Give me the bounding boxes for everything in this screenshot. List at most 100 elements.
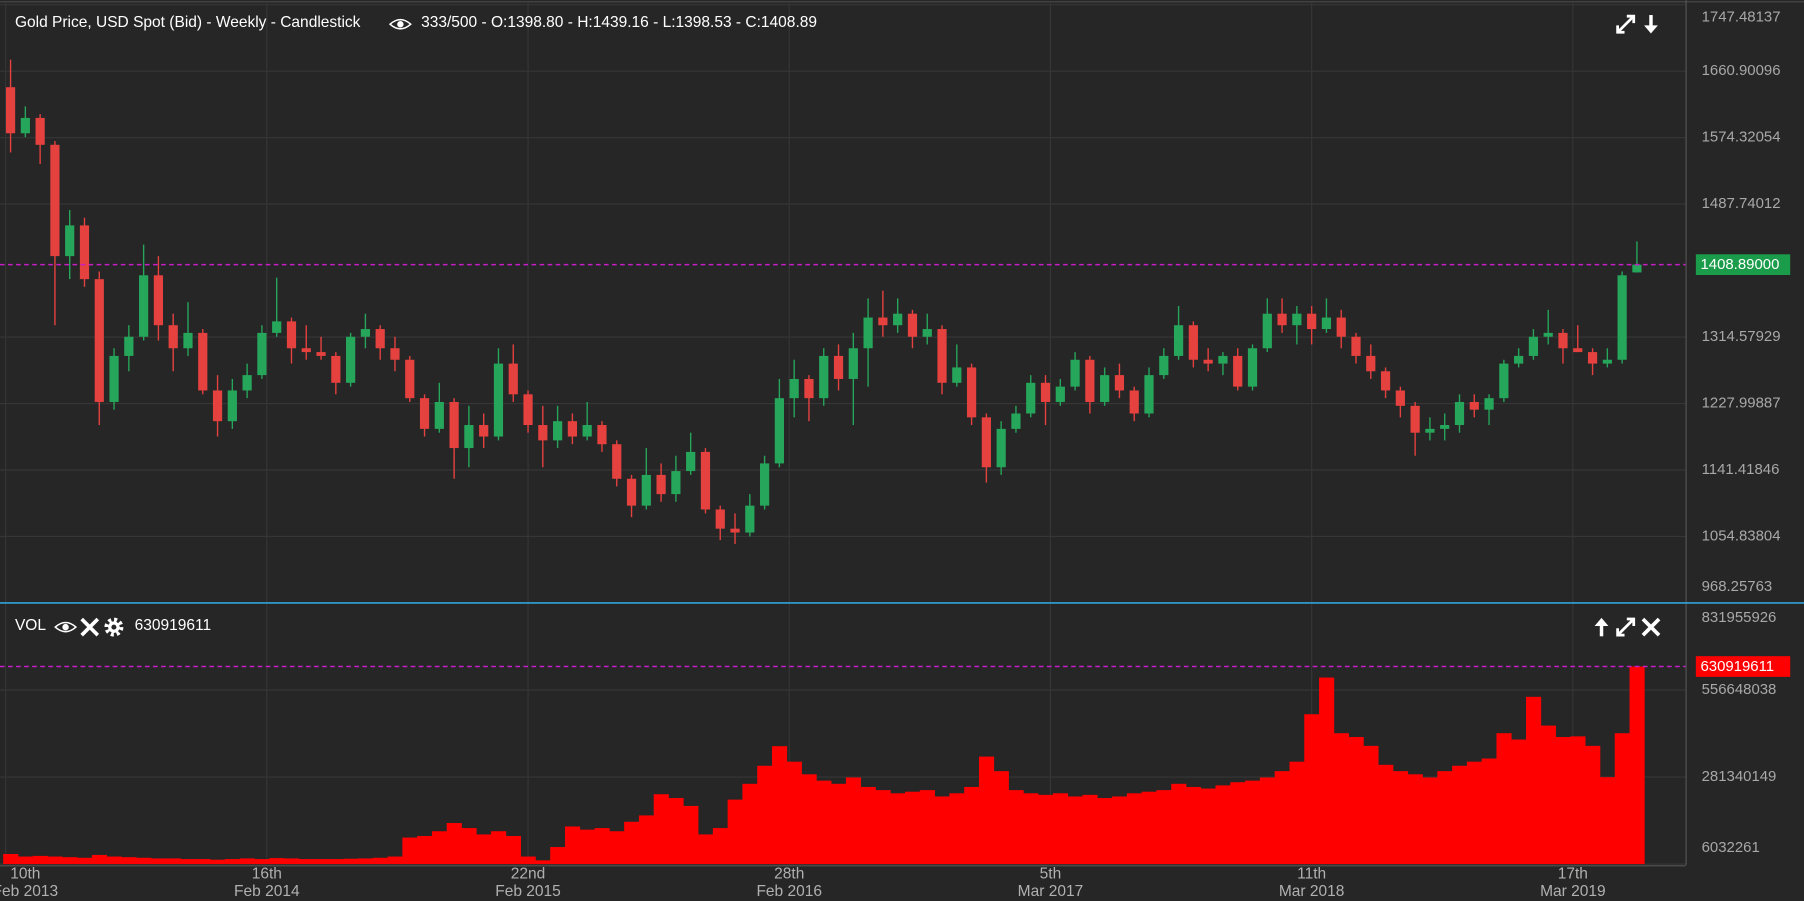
- volume-bar: [165, 858, 181, 865]
- x-tick-label: 16th: [252, 866, 282, 883]
- volume-bar: [17, 856, 34, 865]
- candle-body: [952, 367, 962, 383]
- eye-icon[interactable]: [54, 621, 78, 633]
- volume-value: 630919611: [135, 617, 212, 634]
- candle-body: [1440, 425, 1450, 429]
- candle-body: [212, 390, 223, 422]
- volume-bar: [683, 805, 699, 865]
- volume-bar: [1363, 745, 1379, 865]
- volume-bar: [535, 860, 551, 865]
- candle-body: [1100, 375, 1110, 402]
- volume-bar: [860, 786, 876, 865]
- volume-bar: [1629, 666, 1645, 865]
- volume-bar: [254, 859, 270, 865]
- volume-bar: [1023, 793, 1039, 865]
- x-tick-label: Feb 2014: [234, 883, 300, 900]
- volume-bar: [816, 780, 832, 865]
- x-tick-label: Mar 2018: [1279, 883, 1345, 900]
- candle-body: [1484, 398, 1494, 410]
- y-tick-label: 1054.83804: [1702, 527, 1781, 544]
- candle-body: [1114, 375, 1125, 391]
- close-icon[interactable]: [1641, 617, 1661, 637]
- volume-bar: [1481, 758, 1497, 865]
- candle-body: [1514, 355, 1524, 364]
- volume-bar: [417, 835, 433, 865]
- candle-body: [1203, 359, 1213, 364]
- volume-bar: [1156, 790, 1172, 865]
- candle-body: [774, 398, 784, 464]
- candle-body: [390, 348, 400, 360]
- candle-body: [1558, 332, 1568, 349]
- close-icon[interactable]: [80, 617, 100, 637]
- volume-bar: [831, 783, 847, 865]
- volume-bar: [476, 834, 492, 865]
- candle-body: [996, 428, 1006, 468]
- last-value-box: [1695, 254, 1791, 276]
- candle-body: [168, 325, 178, 349]
- volume-bar: [77, 857, 93, 865]
- x-tick-label: 5th: [1040, 866, 1062, 883]
- candle-body: [198, 332, 208, 391]
- volume-bar: [1333, 733, 1349, 865]
- volume-bar: [491, 831, 507, 865]
- candle-body: [538, 425, 548, 441]
- eye-icon[interactable]: [388, 18, 412, 30]
- volume-bar: [32, 855, 48, 865]
- candle-body: [183, 332, 193, 349]
- volume-bar: [1259, 777, 1276, 865]
- volume-bar: [195, 859, 211, 865]
- candle-body: [1247, 348, 1258, 387]
- volume-bar: [461, 828, 477, 865]
- volume-bar: [668, 798, 684, 865]
- candle-body: [1410, 405, 1420, 433]
- volume-bar: [62, 857, 78, 865]
- candle-body: [863, 317, 873, 349]
- candle-body: [257, 332, 267, 376]
- volume-bar: [1126, 793, 1142, 865]
- volume-bar: [106, 856, 122, 865]
- volume-bar: [343, 858, 359, 865]
- volume-bar: [313, 859, 329, 865]
- candle-body: [966, 367, 977, 418]
- x-tick-label: 10th: [10, 866, 40, 883]
- move-up-icon[interactable]: [1594, 617, 1609, 637]
- y-tick-label: 556648038: [1702, 681, 1777, 698]
- settings-icon[interactable]: [104, 617, 124, 637]
- volume-bar: [1245, 780, 1261, 865]
- candle-body: [1188, 325, 1198, 360]
- y-tick-label: 281340149: [1702, 768, 1777, 785]
- volume-bar: [91, 854, 108, 865]
- candle-body: [1218, 355, 1228, 364]
- candle-body: [493, 363, 504, 437]
- volume-bar: [151, 858, 167, 865]
- volume-bar: [121, 857, 137, 865]
- candle-body: [848, 348, 858, 379]
- volume-bar: [387, 856, 403, 865]
- volume-bar: [1200, 788, 1216, 865]
- candle-body: [1292, 313, 1302, 326]
- candle-body: [1233, 355, 1243, 387]
- expand-icon[interactable]: [1616, 14, 1636, 34]
- move-down-icon[interactable]: [1644, 15, 1658, 34]
- candle-body: [789, 378, 799, 399]
- expand-icon[interactable]: [1616, 617, 1636, 637]
- candle-body: [1395, 390, 1405, 406]
- volume-bar: [1407, 774, 1423, 865]
- volume-bar: [1511, 739, 1527, 865]
- candle-body: [1617, 275, 1627, 360]
- candle-body: [1425, 428, 1435, 433]
- volume-bar: [1067, 796, 1083, 865]
- last-value-label: 1408.89000: [1700, 256, 1779, 273]
- volume-bar: [698, 834, 714, 865]
- candle-body: [1144, 375, 1154, 414]
- volume-bar: [431, 831, 448, 865]
- candle-body: [656, 474, 666, 495]
- candle-body: [449, 401, 459, 449]
- volume-bar: [1304, 714, 1320, 865]
- axes: 968.25763 1054.83804 1141.41846 1227.99887 1…: [0, 8, 1791, 900]
- volume-bar: [224, 859, 241, 865]
- y-tick-label: 1747.48137: [1702, 8, 1781, 25]
- volume-bar: [949, 793, 965, 865]
- volume-bar: [47, 856, 63, 865]
- candle-body: [1632, 264, 1642, 273]
